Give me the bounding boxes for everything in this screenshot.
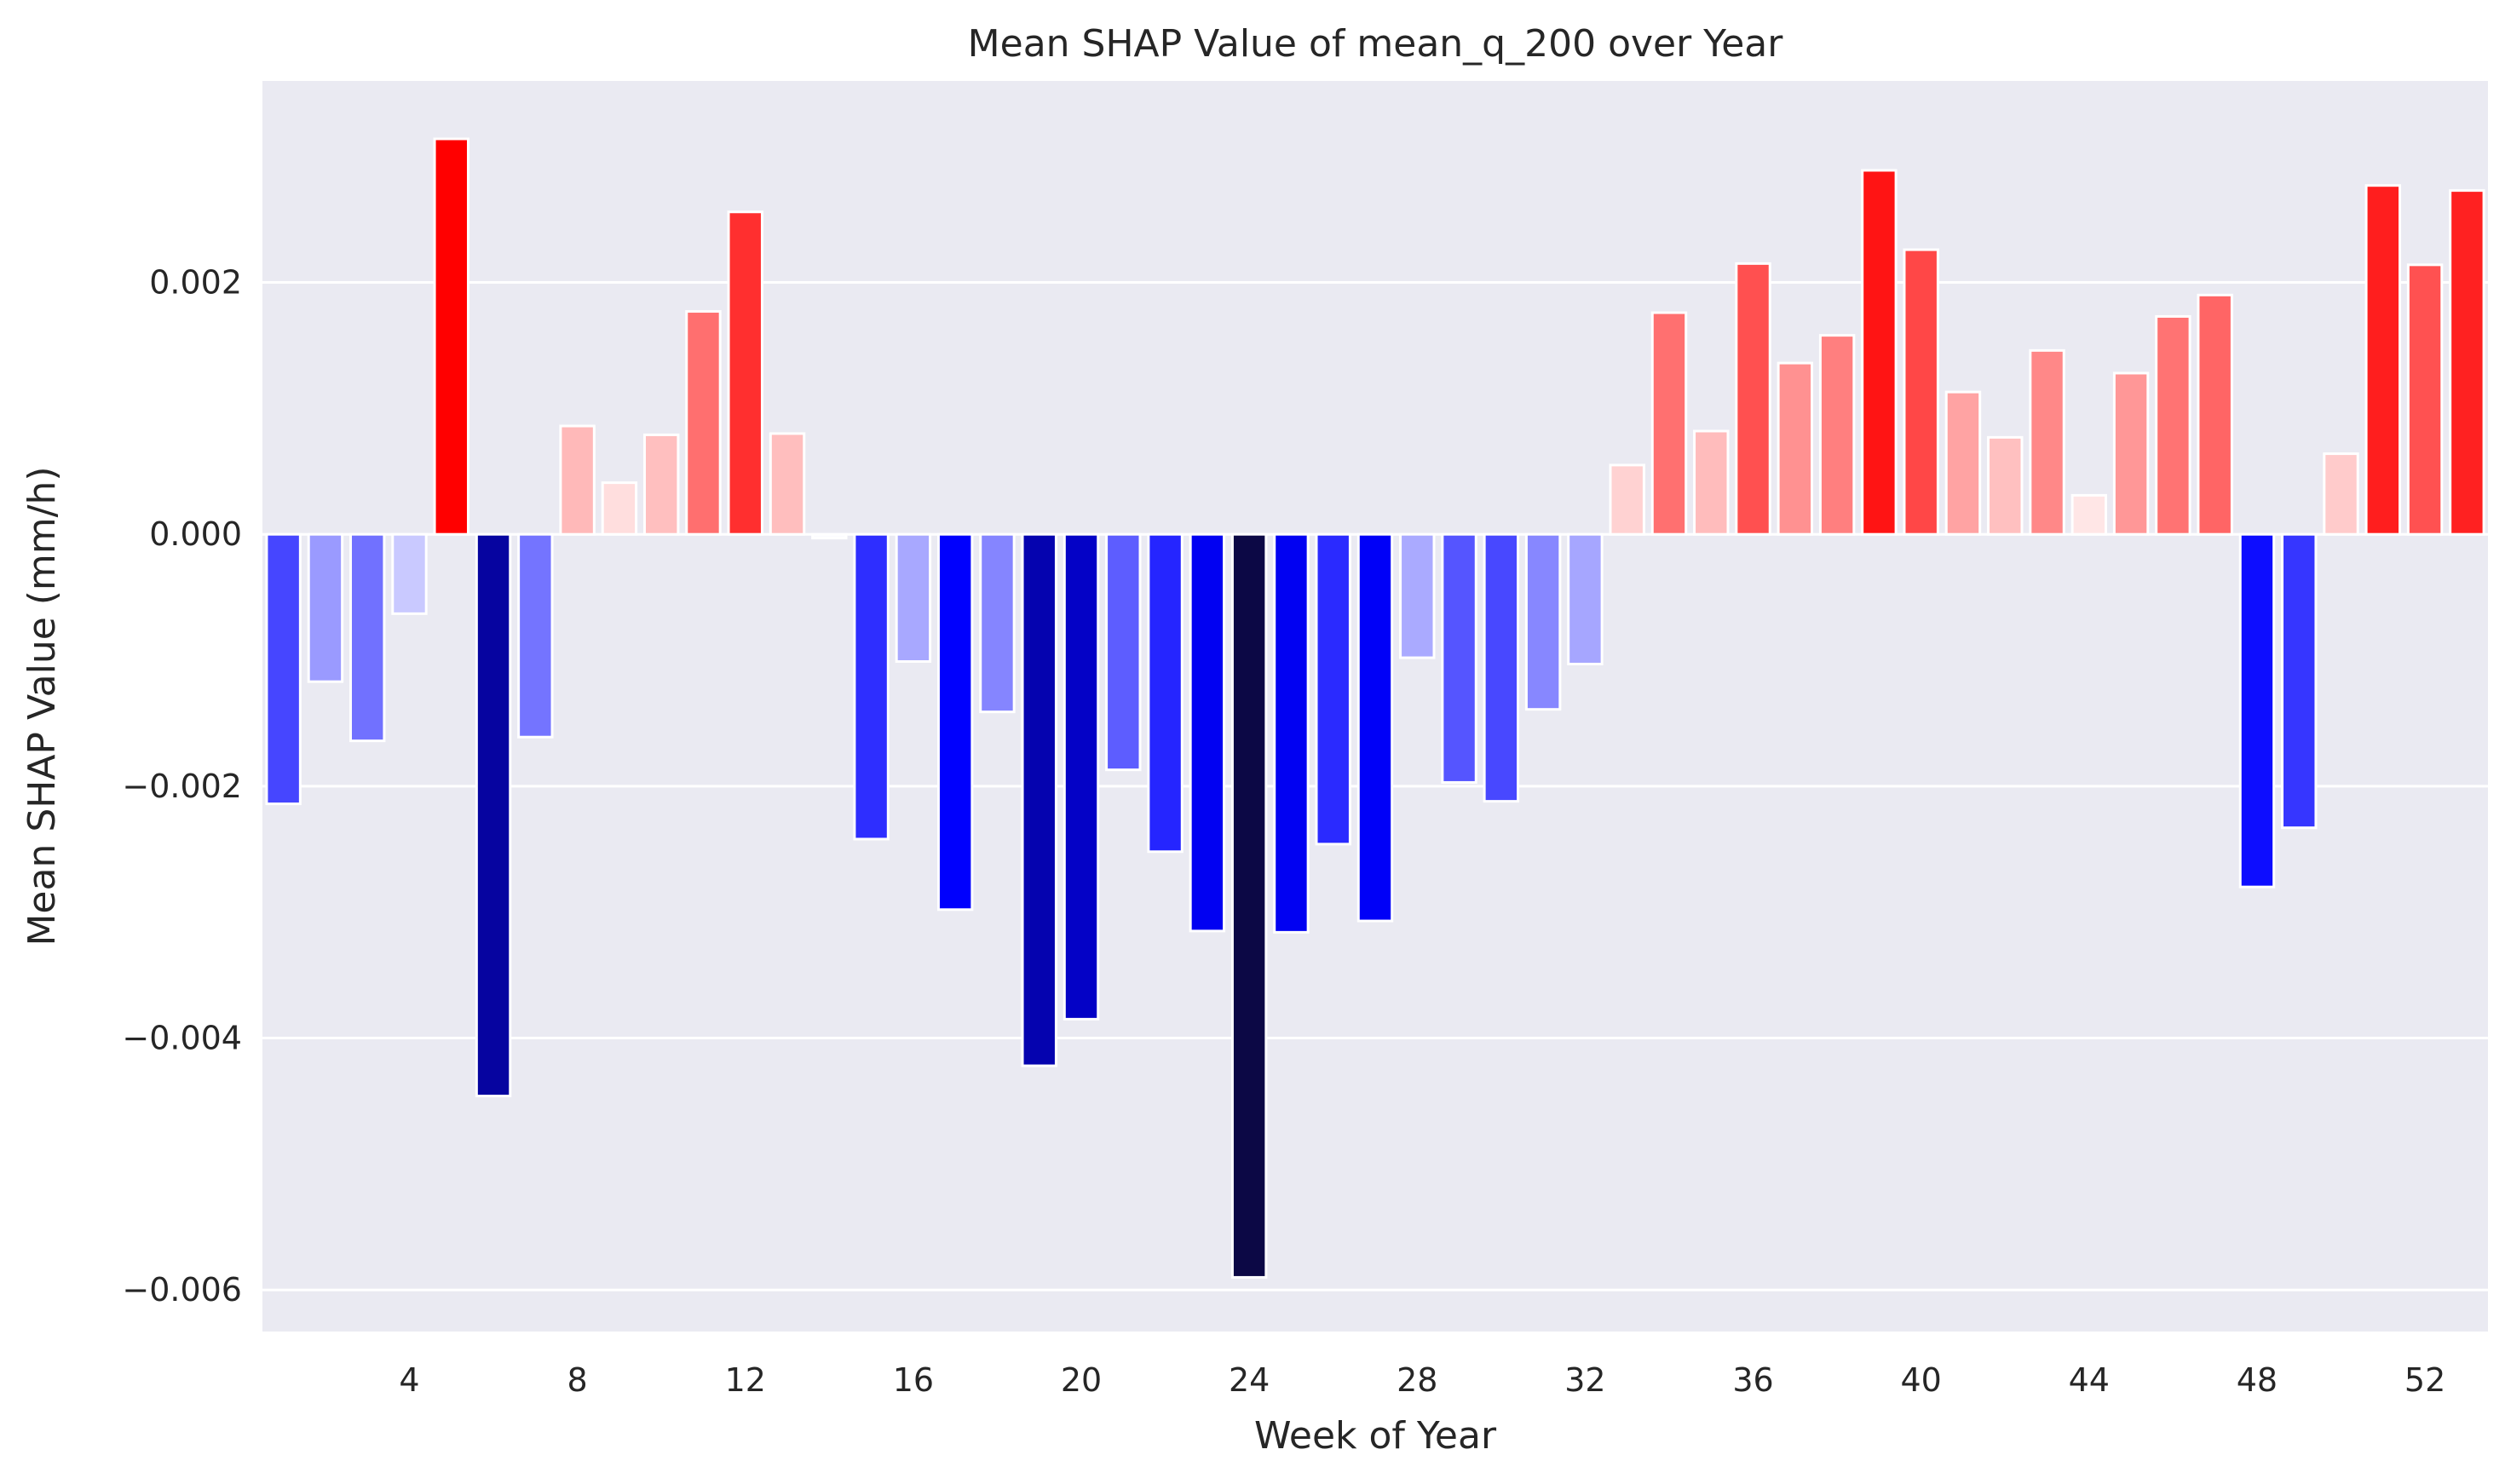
bar-week-7 [517,532,554,739]
bar-week-23 [1189,532,1226,933]
bar-week-21 [1105,532,1142,772]
x-tick-label: 52 [2404,1361,2445,1399]
bar-week-50 [2323,452,2359,536]
bar-week-27 [1356,532,1394,923]
x-tick-label: 48 [2237,1361,2278,1399]
x-tick-label: 36 [1732,1361,1773,1399]
x-axis-label: Week of Year [1254,1414,1497,1458]
bar-week-47 [2197,293,2233,536]
y-tick-labels: 0.002 0.000 −0.002 −0.004 −0.006 [122,264,242,1309]
y-tick-label: −0.004 [122,1020,242,1057]
bar-week-34 [1650,311,1688,536]
x-tick-label: 24 [1229,1361,1270,1399]
bar-week-43 [2029,348,2065,536]
y-tick-label: 0.000 [149,515,242,553]
bar-week-48 [2238,532,2276,889]
bars [265,137,2485,1279]
bar-week-25 [1273,532,1310,934]
x-tick-labels: 4 8 12 16 20 24 28 32 36 40 44 48 52 [399,1361,2445,1399]
x-tick-label: 8 [567,1361,588,1399]
bar-week-52 [2406,263,2444,536]
x-tick-label: 4 [399,1361,419,1399]
bar-week-41 [1944,390,1982,536]
bar-week-11 [685,310,722,536]
bar-week-31 [1524,532,1562,711]
x-tick-label: 20 [1061,1361,1102,1399]
bar-week-18 [979,532,1016,714]
bar-week-44 [2070,493,2108,536]
bar-week-39 [1861,169,1898,536]
x-tick-label: 44 [2069,1361,2110,1399]
y-tick-label: 0.002 [149,264,242,302]
x-tick-label: 16 [893,1361,934,1399]
x-tick-label: 40 [1900,1361,1941,1399]
bar-week-46 [2155,314,2191,536]
bar-week-9 [601,481,638,536]
bar-week-35 [1693,429,1730,536]
bar-week-5 [433,137,469,536]
bar-week-29 [1441,532,1477,784]
bar-week-45 [2112,371,2150,536]
y-tick-label: −0.006 [122,1271,242,1309]
bar-week-1 [265,532,302,806]
y-tick-label: −0.002 [122,768,242,805]
bar-week-19 [1021,532,1057,1067]
bar-week-24 [1230,532,1268,1279]
bar-week-16 [895,532,932,664]
bar-week-42 [1987,435,2024,536]
bar-week-49 [2281,532,2318,830]
bar-week-37 [1777,361,1814,536]
bar-week-10 [642,433,680,536]
bar-week-33 [1609,463,1645,536]
bar-week-17 [936,532,974,912]
x-tick-label: 28 [1397,1361,1437,1399]
bar-week-4 [391,532,428,615]
bar-week-6 [475,532,512,1098]
x-tick-label: 32 [1564,1361,1605,1399]
bar-week-3 [348,532,386,743]
bar-week-51 [2364,184,2402,536]
bar-week-2 [307,532,344,683]
bar-week-12 [727,210,763,536]
chart-title: Mean SHAP Value of mean_q_200 over Year [968,22,1784,66]
bar-week-36 [1735,262,1771,536]
bar-week-22 [1147,532,1184,854]
bar-week-26 [1315,532,1351,846]
bar-week-13 [769,432,806,536]
y-axis-label: Mean SHAP Value (mm/h) [20,466,64,946]
bar-week-20 [1063,532,1100,1021]
x-tick-label: 12 [725,1361,766,1399]
bar-week-28 [1399,532,1436,659]
bar-week-38 [1818,334,1856,536]
bar-week-40 [1903,248,1939,536]
bar-week-8 [559,424,596,536]
bar-week-30 [1483,532,1520,803]
bar-week-15 [853,532,890,841]
bar-week-14 [811,532,848,540]
bar-week-32 [1567,532,1604,665]
bar-week-53 [2449,189,2485,536]
